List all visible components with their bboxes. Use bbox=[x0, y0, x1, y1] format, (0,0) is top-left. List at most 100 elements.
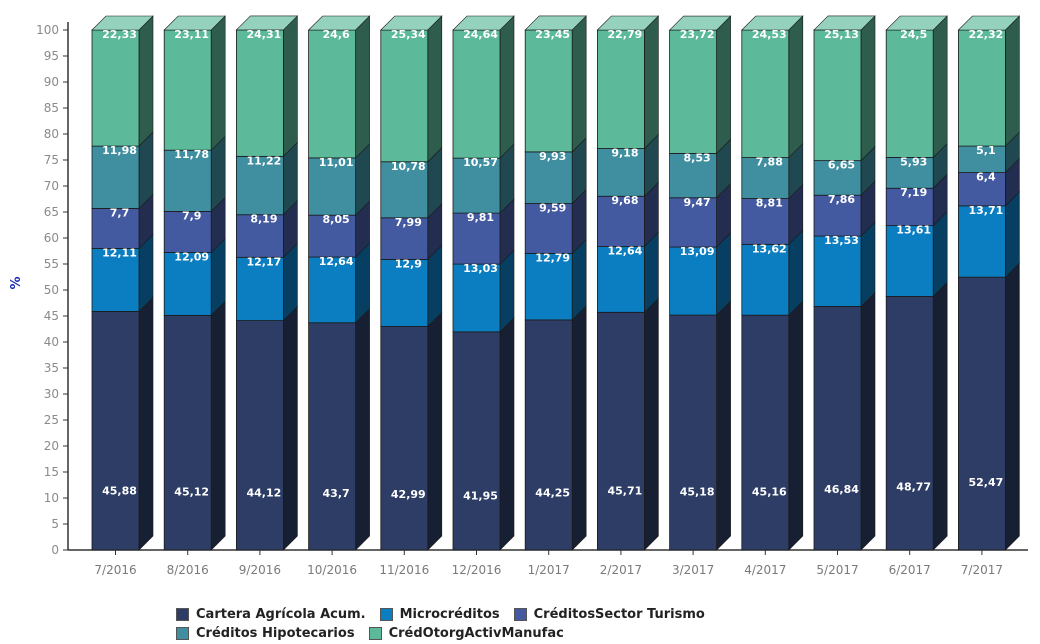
y-tick-label: 5 bbox=[51, 517, 59, 531]
data-label: 25,13 bbox=[824, 28, 859, 41]
data-label: 13,71 bbox=[969, 204, 1004, 217]
legend-item[interactable]: Créditos Hipotecarios bbox=[176, 625, 355, 643]
legend-swatch bbox=[379, 607, 393, 621]
x-tick-label: 5/2017 bbox=[816, 563, 858, 577]
data-label: 11,98 bbox=[102, 144, 137, 157]
data-label: 23,45 bbox=[535, 28, 570, 41]
bar-side bbox=[571, 15, 587, 153]
bar-side bbox=[427, 311, 443, 551]
bar-segment bbox=[524, 252, 573, 321]
data-label: 12,11 bbox=[102, 246, 137, 259]
bar-segment bbox=[885, 295, 934, 551]
data-label: 25,34 bbox=[391, 28, 426, 41]
bar-top bbox=[596, 15, 660, 31]
data-label: 9,47 bbox=[684, 196, 711, 209]
bar-segment bbox=[524, 319, 573, 551]
y-tick-label: 0 bbox=[51, 543, 59, 557]
bar-segment bbox=[380, 326, 429, 551]
bar-side bbox=[860, 221, 876, 308]
x-tick-label: 12/2016 bbox=[452, 563, 502, 577]
bar-top bbox=[957, 15, 1021, 31]
bar-side bbox=[644, 297, 659, 551]
y-tick-label: 40 bbox=[44, 335, 59, 349]
bar-segment bbox=[813, 235, 862, 307]
bar-segment bbox=[741, 314, 790, 551]
bar-segment bbox=[91, 145, 140, 209]
bar-segment bbox=[91, 311, 140, 551]
bar-segment bbox=[235, 29, 284, 157]
x-tick-label: 9/2016 bbox=[239, 563, 281, 577]
bar-segment bbox=[91, 208, 140, 249]
bar-side bbox=[716, 300, 731, 551]
bar-segment bbox=[235, 320, 284, 551]
bar-side bbox=[283, 305, 298, 551]
data-label: 24,53 bbox=[752, 28, 787, 41]
bar-side bbox=[860, 291, 876, 551]
legend-label: Cartera Agrícola Acum. bbox=[196, 606, 366, 622]
bar-side bbox=[932, 210, 948, 298]
legend-item[interactable]: Cartera Agrícola Acum. bbox=[176, 605, 366, 623]
data-label: 24,31 bbox=[247, 28, 282, 41]
bar-side bbox=[788, 300, 804, 551]
bar-segment bbox=[885, 29, 934, 158]
data-label: 7,88 bbox=[756, 156, 783, 169]
data-label: 45,16 bbox=[752, 485, 787, 498]
bar-segment bbox=[958, 29, 1006, 147]
y-tick-label: 15 bbox=[44, 465, 59, 479]
bar-segment bbox=[452, 29, 501, 159]
data-label: 23,72 bbox=[680, 28, 715, 41]
bars: 45,88 12,11 7,7 11,98 22,33 45,12 12,09 7,9 11,7… bbox=[91, 15, 1021, 551]
bar-side bbox=[932, 15, 948, 159]
y-tick-label: 85 bbox=[44, 101, 59, 115]
data-label: 41,95 bbox=[463, 489, 498, 502]
bar-segment bbox=[885, 187, 934, 227]
x-tick-label: 7/2016 bbox=[94, 563, 136, 577]
data-label: 46,84 bbox=[824, 483, 859, 496]
bar-segment bbox=[308, 322, 357, 551]
data-label: 13,62 bbox=[752, 242, 787, 255]
data-label: 22,33 bbox=[102, 28, 137, 41]
data-label: 11,22 bbox=[247, 154, 282, 167]
y-tick-label: 25 bbox=[44, 413, 59, 427]
bar-side bbox=[860, 15, 876, 162]
x-axis-ticks: 7/2016 8/2016 9/2016 10/2016 11/2016 12/2016 1… bbox=[94, 550, 1003, 577]
bar-side bbox=[571, 305, 587, 551]
legend-item[interactable]: Microcréditos bbox=[379, 605, 500, 623]
bar-top bbox=[452, 15, 515, 31]
bar-segment bbox=[163, 149, 212, 212]
data-label: 8,19 bbox=[250, 213, 277, 226]
data-label: 44,12 bbox=[247, 487, 282, 500]
legend: Cartera Agrícola Acum. Microcréditos Crédi… bbox=[176, 605, 896, 644]
y-tick-label: 10 bbox=[44, 491, 59, 505]
x-tick-label: 7/2017 bbox=[961, 563, 1003, 577]
y-tick-label: 65 bbox=[44, 205, 59, 219]
bar-side bbox=[138, 15, 154, 147]
bar-side bbox=[427, 15, 443, 163]
bar-top bbox=[668, 15, 732, 31]
bar-segment bbox=[91, 248, 140, 312]
bar-segment bbox=[741, 29, 790, 158]
bar-side bbox=[644, 15, 659, 150]
data-label: 9,81 bbox=[467, 211, 494, 224]
data-label: 6,65 bbox=[828, 159, 855, 172]
data-label: 43,7 bbox=[323, 487, 350, 500]
bar-segment bbox=[308, 256, 357, 324]
bar-segment bbox=[669, 29, 717, 154]
bar-segment bbox=[597, 29, 645, 149]
bar-segment bbox=[163, 314, 212, 551]
legend-item[interactable]: CréditosSector Turismo bbox=[513, 605, 705, 623]
bar-side bbox=[788, 229, 804, 316]
bar-segment bbox=[452, 263, 501, 333]
data-label: 9,18 bbox=[611, 147, 638, 160]
y-tick-label: 70 bbox=[44, 179, 59, 193]
data-label: 48,77 bbox=[896, 481, 931, 494]
bar-segment bbox=[380, 29, 429, 163]
data-label: 8,81 bbox=[756, 197, 783, 210]
bar-segment bbox=[813, 29, 862, 162]
bar-segment bbox=[163, 29, 212, 151]
legend-swatch bbox=[176, 627, 189, 640]
data-label: 8,53 bbox=[684, 151, 711, 164]
data-label: 6,4 bbox=[976, 171, 996, 184]
legend-item[interactable]: CrédOtorgActivManufac bbox=[368, 625, 564, 643]
data-label: 11,78 bbox=[174, 148, 209, 161]
